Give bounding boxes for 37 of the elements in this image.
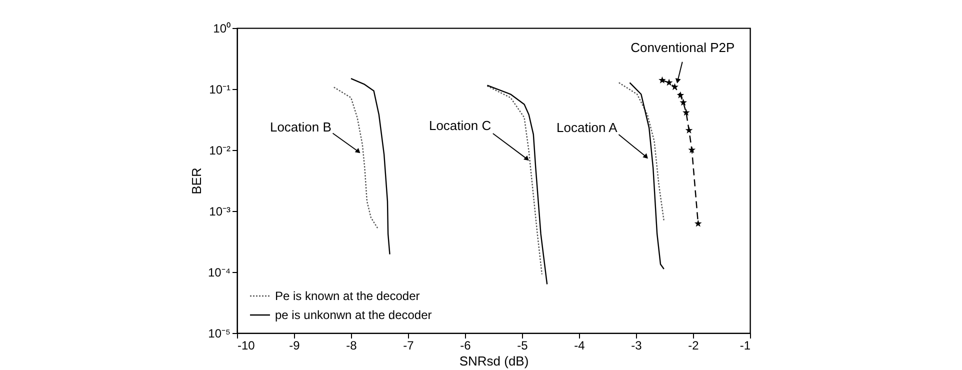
x-tick-label: -4 — [574, 338, 586, 352]
point — [680, 98, 687, 106]
annotation: Conventional P2P — [630, 40, 735, 56]
point — [676, 91, 684, 98]
y-tick-label: 10⁰ — [213, 22, 230, 36]
x-tick-label: -7 — [403, 338, 414, 352]
x-tick-label: -9 — [289, 338, 300, 352]
y-tick-label: 10⁻⁵ — [208, 326, 231, 340]
point — [682, 108, 690, 116]
x-tick-label: -1 — [740, 338, 751, 352]
line-series — [629, 82, 665, 270]
y-tick-label: 10⁻¹ — [209, 82, 231, 96]
legend-label: pe is unkonwn at the decoder — [275, 308, 432, 322]
line-series — [618, 82, 665, 222]
line-series — [350, 78, 390, 255]
line-series — [333, 86, 379, 230]
x-tick-label: -6 — [460, 338, 472, 352]
x-tick-label: -2 — [688, 338, 700, 352]
y-tick-label: 10⁻⁴ — [208, 266, 230, 280]
point — [665, 78, 673, 86]
x-tick-label: -8 — [346, 338, 358, 352]
x-tick-label: -3 — [631, 338, 642, 352]
point — [685, 126, 693, 134]
x-axis-title: SNRsd (dB) — [459, 354, 529, 368]
annotation: Location A — [556, 120, 618, 135]
annotation: Location C — [428, 118, 492, 134]
y-tick-label: 10⁻³ — [209, 204, 231, 218]
x-tick-label: -5 — [517, 338, 528, 352]
point — [694, 220, 702, 227]
point — [671, 83, 678, 90]
y-tick-label: 10⁻² — [209, 144, 231, 158]
y-axis-title: BER — [188, 168, 204, 194]
point — [688, 146, 696, 154]
point — [658, 76, 666, 84]
annotation: Location B — [270, 120, 332, 135]
legend-label: Pe is known at the decoder — [275, 289, 420, 303]
x-tick-label: -10 — [238, 338, 256, 352]
